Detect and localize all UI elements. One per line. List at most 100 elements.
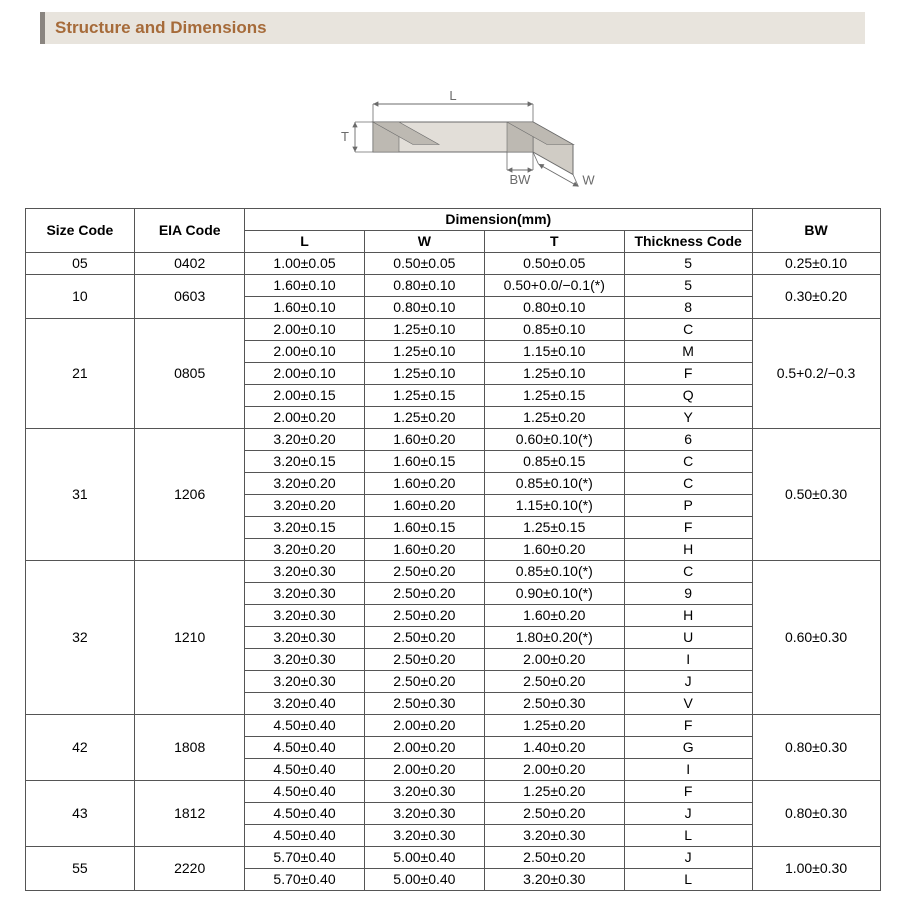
- cell-thk: J: [624, 803, 752, 825]
- cell-T: 2.50±0.20: [484, 803, 624, 825]
- cell-L: 4.50±0.40: [245, 715, 365, 737]
- dimensions-table-body: 0504021.00±0.050.50±0.050.50±0.0550.25±0…: [25, 253, 880, 891]
- cell-W: 3.20±0.30: [364, 825, 484, 847]
- cell-eia-code: 1808: [135, 715, 245, 781]
- cell-thk: J: [624, 847, 752, 869]
- cell-W: 2.50±0.20: [364, 561, 484, 583]
- cell-size-code: 43: [25, 781, 135, 847]
- cell-eia-code: 1210: [135, 561, 245, 715]
- cell-L: 3.20±0.15: [245, 451, 365, 473]
- cell-W: 0.50±0.05: [364, 253, 484, 275]
- cell-eia-code: 0603: [135, 275, 245, 319]
- cell-L: 1.00±0.05: [245, 253, 365, 275]
- svg-text:L: L: [449, 88, 456, 103]
- cell-W: 1.60±0.15: [364, 451, 484, 473]
- cell-T: 2.00±0.20: [484, 759, 624, 781]
- cell-thk: 5: [624, 275, 752, 297]
- cell-L: 1.60±0.10: [245, 297, 365, 319]
- cell-T: 3.20±0.30: [484, 825, 624, 847]
- cell-thk: C: [624, 319, 752, 341]
- cell-thk: U: [624, 627, 752, 649]
- cell-thk: Q: [624, 385, 752, 407]
- cell-thk: 5: [624, 253, 752, 275]
- cell-thk: I: [624, 759, 752, 781]
- cell-size-code: 42: [25, 715, 135, 781]
- cell-thk: F: [624, 715, 752, 737]
- cell-W: 2.00±0.20: [364, 737, 484, 759]
- cell-L: 3.20±0.30: [245, 583, 365, 605]
- table-row: 4218084.50±0.402.00±0.201.25±0.20F0.80±0…: [25, 715, 880, 737]
- cell-W: 2.50±0.30: [364, 693, 484, 715]
- header-T: T: [484, 231, 624, 253]
- cell-thk: P: [624, 495, 752, 517]
- cell-T: 1.25±0.15: [484, 517, 624, 539]
- cell-bw: 0.60±0.30: [752, 561, 880, 715]
- cell-L: 3.20±0.20: [245, 495, 365, 517]
- cell-L: 1.60±0.10: [245, 275, 365, 297]
- cell-bw: 0.80±0.30: [752, 715, 880, 781]
- cell-L: 2.00±0.10: [245, 319, 365, 341]
- cell-L: 3.20±0.20: [245, 473, 365, 495]
- cell-T: 0.50+0.0/−0.1(*): [484, 275, 624, 297]
- cell-W: 5.00±0.40: [364, 869, 484, 891]
- cell-L: 4.50±0.40: [245, 781, 365, 803]
- cell-W: 1.60±0.20: [364, 473, 484, 495]
- cell-T: 0.85±0.10(*): [484, 473, 624, 495]
- cell-T: 0.50±0.05: [484, 253, 624, 275]
- cell-thk: F: [624, 781, 752, 803]
- cell-W: 3.20±0.30: [364, 781, 484, 803]
- cell-W: 2.50±0.20: [364, 671, 484, 693]
- cell-L: 2.00±0.20: [245, 407, 365, 429]
- cell-W: 1.25±0.10: [364, 341, 484, 363]
- cell-W: 1.25±0.15: [364, 385, 484, 407]
- dimensions-table: Size Code EIA Code Dimension(mm) BW L W …: [25, 208, 881, 891]
- cell-L: 2.00±0.10: [245, 363, 365, 385]
- cell-bw: 0.5+0.2/−0.3: [752, 319, 880, 429]
- cell-bw: 0.80±0.30: [752, 781, 880, 847]
- cell-size-code: 32: [25, 561, 135, 715]
- cell-thk: H: [624, 539, 752, 561]
- cell-thk: H: [624, 605, 752, 627]
- cell-W: 2.00±0.20: [364, 759, 484, 781]
- cell-W: 2.50±0.20: [364, 627, 484, 649]
- cell-L: 3.20±0.30: [245, 561, 365, 583]
- cell-L: 3.20±0.20: [245, 429, 365, 451]
- cell-T: 1.15±0.10: [484, 341, 624, 363]
- cell-W: 1.60±0.20: [364, 429, 484, 451]
- cell-thk: C: [624, 451, 752, 473]
- cell-eia-code: 0805: [135, 319, 245, 429]
- cell-L: 2.00±0.15: [245, 385, 365, 407]
- header-dimension: Dimension(mm): [245, 209, 752, 231]
- cell-L: 4.50±0.40: [245, 759, 365, 781]
- cell-thk: 9: [624, 583, 752, 605]
- header-W: W: [364, 231, 484, 253]
- cell-T: 0.85±0.10(*): [484, 561, 624, 583]
- cell-L: 3.20±0.30: [245, 671, 365, 693]
- cell-L: 4.50±0.40: [245, 803, 365, 825]
- cell-T: 1.25±0.20: [484, 715, 624, 737]
- cell-T: 1.60±0.20: [484, 605, 624, 627]
- svg-text:BW: BW: [509, 172, 531, 187]
- header-eia-code: EIA Code: [135, 209, 245, 253]
- cell-T: 2.50±0.20: [484, 671, 624, 693]
- cell-thk: G: [624, 737, 752, 759]
- cell-W: 1.60±0.15: [364, 517, 484, 539]
- cell-thk: 8: [624, 297, 752, 319]
- cell-thk: F: [624, 517, 752, 539]
- cell-thk: J: [624, 671, 752, 693]
- cell-W: 1.60±0.20: [364, 495, 484, 517]
- svg-text:T: T: [341, 129, 349, 144]
- cell-T: 1.80±0.20(*): [484, 627, 624, 649]
- cell-T: 0.60±0.10(*): [484, 429, 624, 451]
- table-row: 3212103.20±0.302.50±0.200.85±0.10(*)C0.6…: [25, 561, 880, 583]
- cell-W: 2.50±0.20: [364, 605, 484, 627]
- cell-T: 1.25±0.15: [484, 385, 624, 407]
- cell-T: 1.25±0.10: [484, 363, 624, 385]
- cell-thk: L: [624, 825, 752, 847]
- cell-W: 3.20±0.30: [364, 803, 484, 825]
- cell-W: 5.00±0.40: [364, 847, 484, 869]
- cell-W: 2.50±0.20: [364, 583, 484, 605]
- cell-thk: F: [624, 363, 752, 385]
- cell-L: 3.20±0.30: [245, 627, 365, 649]
- cell-T: 0.80±0.10: [484, 297, 624, 319]
